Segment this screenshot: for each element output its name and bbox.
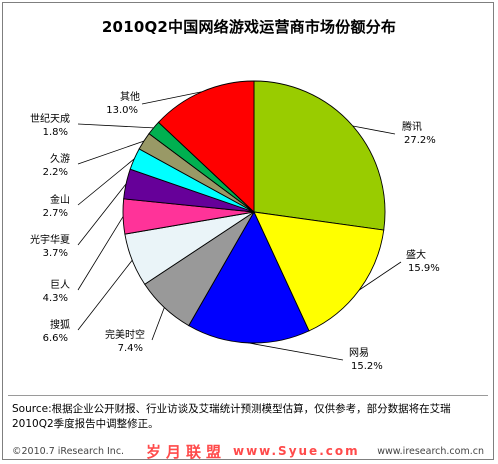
- chart-title: 2010Q2中国网络游戏运营商市场份额分布: [101, 18, 397, 36]
- slice-label: 巨人: [50, 279, 70, 291]
- slice-label: 搜狐: [50, 318, 70, 331]
- slice-label: 完美时空: [105, 328, 145, 341]
- leader-line: [352, 125, 396, 135]
- slice-value: 27.2%: [404, 135, 436, 146]
- slice-value: 1.8%: [43, 127, 68, 138]
- footer-site: www.Syue.com: [233, 444, 360, 458]
- leader-line: [77, 259, 133, 331]
- leader-line: [141, 91, 203, 105]
- footer-url: www.iresearch.com.cn: [377, 446, 484, 457]
- source-divider: [8, 395, 488, 396]
- leader-line: [77, 183, 127, 246]
- slice-value: 2.2%: [43, 167, 68, 178]
- slice-label: 世纪天成: [30, 113, 70, 125]
- leader-line: [77, 158, 135, 206]
- slice-value: 6.6%: [43, 333, 68, 344]
- leader-line: [77, 140, 144, 165]
- leader-line: [359, 261, 402, 291]
- pie-slice: [253, 80, 386, 231]
- slice-label: 金山: [50, 193, 70, 206]
- slice-value: 13.0%: [106, 105, 138, 116]
- slice-label: 久游: [50, 152, 70, 165]
- leader-line: [77, 216, 124, 291]
- slice-value: 15.9%: [408, 263, 440, 274]
- slice-value: 3.7%: [43, 248, 68, 259]
- slice-value: 4.3%: [43, 293, 68, 304]
- slice-label: 其他: [120, 90, 140, 103]
- footer-copyright: ©2010.7 iResearch Inc.: [12, 446, 125, 457]
- slice-value: 15.2%: [351, 361, 383, 372]
- slice-label: 网易: [349, 347, 369, 359]
- pie-slice: [157, 80, 255, 214]
- leader-line: [248, 342, 344, 361]
- slice-label: 盛大: [406, 248, 426, 261]
- leader-line: [77, 123, 154, 129]
- slice-value: 7.4%: [118, 343, 143, 354]
- slice-value: 2.7%: [43, 208, 68, 219]
- slice-label: 光宇华夏: [30, 233, 70, 246]
- footer-watermark: 岁月联盟: [146, 443, 227, 461]
- slice-label: 腾讯: [402, 120, 422, 133]
- leader-line: [151, 307, 165, 341]
- source-note: Source:根据企业公开财报、行业访谈及艾瑞统计预测模型估算，仅供参考，部分数…: [12, 403, 451, 430]
